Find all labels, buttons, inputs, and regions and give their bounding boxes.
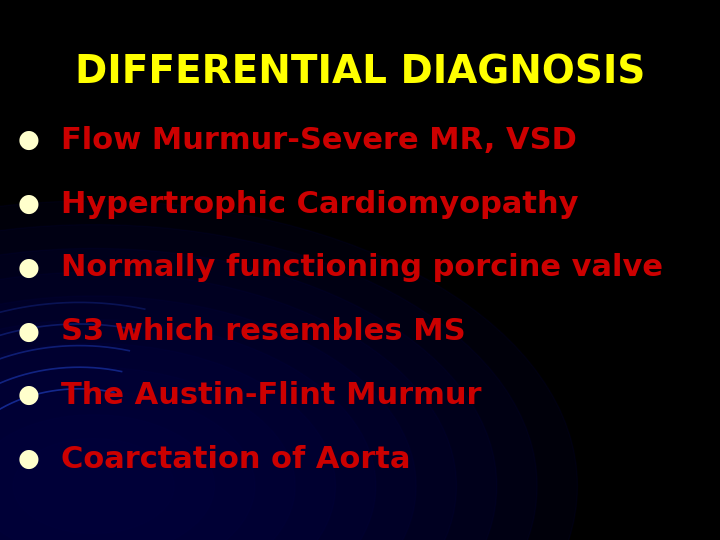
Text: ●: ● xyxy=(18,320,40,343)
Text: Hypertrophic Cardiomyopathy: Hypertrophic Cardiomyopathy xyxy=(61,190,579,219)
Ellipse shape xyxy=(0,225,537,540)
Text: Flow Murmur-Severe MR, VSD: Flow Murmur-Severe MR, VSD xyxy=(61,126,577,155)
Text: The Austin-Flint Murmur: The Austin-Flint Murmur xyxy=(61,381,482,410)
Text: ●: ● xyxy=(18,383,40,407)
Text: ●: ● xyxy=(18,129,40,152)
Text: S3 which resembles MS: S3 which resembles MS xyxy=(61,317,466,346)
Text: Coarctation of Aorta: Coarctation of Aorta xyxy=(61,444,410,474)
Ellipse shape xyxy=(0,248,497,540)
Text: ●: ● xyxy=(18,447,40,471)
Text: DIFFERENTIAL DIAGNOSIS: DIFFERENTIAL DIAGNOSIS xyxy=(75,54,645,92)
Ellipse shape xyxy=(0,201,577,540)
Text: ●: ● xyxy=(18,192,40,216)
Text: Normally functioning porcine valve: Normally functioning porcine valve xyxy=(61,253,663,282)
Text: ●: ● xyxy=(18,256,40,280)
